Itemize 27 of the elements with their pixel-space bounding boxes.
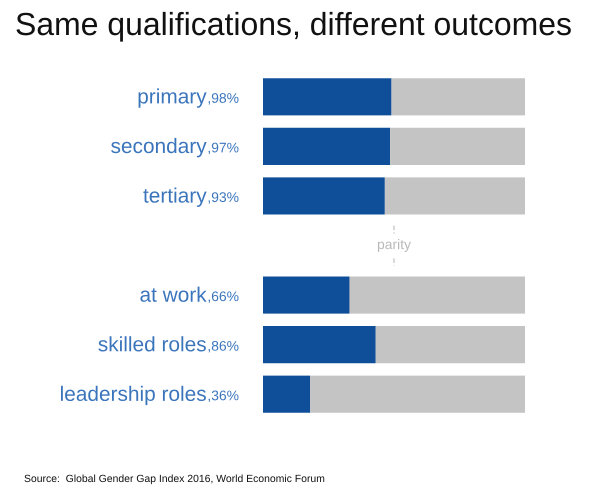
data-label: ,86% xyxy=(208,340,239,352)
bar xyxy=(390,128,525,165)
chart-title: Same qualifications, different outcomes xyxy=(16,12,571,42)
data-label: ,66% xyxy=(208,291,239,303)
data-label: ,36% xyxy=(208,390,239,402)
data-label: ,97% xyxy=(208,142,239,154)
y-tick-label: primary xyxy=(138,88,207,108)
source-note: Source: Global Gender Gap Index 2016, World Economic Forum xyxy=(24,474,324,484)
bar xyxy=(263,326,376,364)
bar xyxy=(310,376,525,413)
bar xyxy=(391,78,525,116)
bar xyxy=(263,376,310,413)
bar xyxy=(263,78,392,116)
bar xyxy=(263,276,350,314)
y-tick-label: tertiary xyxy=(143,187,207,207)
y-tick-label: leadership roles xyxy=(60,386,206,406)
y-tick-label: skilled roles xyxy=(98,336,206,352)
y-tick-label: secondary xyxy=(111,138,207,158)
y-tick-label: at work xyxy=(140,286,207,302)
data-label: ,98% xyxy=(208,93,239,105)
bar xyxy=(349,276,525,314)
bar xyxy=(263,128,390,165)
data-label: ,93% xyxy=(208,192,239,204)
bar xyxy=(263,177,385,215)
bar xyxy=(376,326,525,364)
bar xyxy=(384,177,525,215)
ref-line-label: parity xyxy=(378,239,411,252)
